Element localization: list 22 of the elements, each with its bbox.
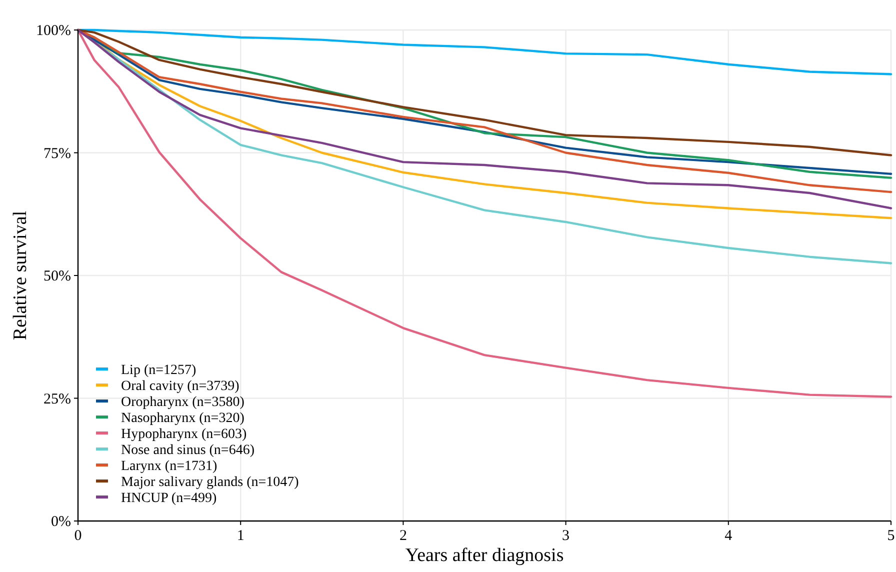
x-axis-title: Years after diagnosis [405,545,564,566]
x-tick-label: 1 [236,528,244,544]
y-tick-label: 25% [44,391,71,408]
x-tick-label: 5 [887,528,895,544]
x-tick-label: 4 [724,528,733,544]
x-tick-label: 2 [399,528,407,544]
x-tick-label: 3 [562,528,570,544]
legend-label: Oropharynx (n=3580) [121,395,245,410]
y-tick-label: 100% [36,23,71,39]
y-tick-label: 75% [44,146,71,162]
legend-label: Lip (n=1257) [121,363,196,378]
legend-label: Nasopharynx (n=320) [121,411,245,426]
y-tick-label: 50% [44,268,71,284]
y-axis-title: Relative survival [10,210,31,340]
legend-label: Hypopharynx (n=603) [121,427,248,442]
legend-label: Larynx (n=1731) [121,459,218,474]
y-tick-label: 0% [51,514,71,530]
legend-label: Nose and sinus (n=646) [121,443,255,458]
legend-label: HNCUP (n=499) [121,491,217,506]
legend-label: Major salivary glands (n=1047) [121,475,300,490]
legend-label: Oral cavity (n=3739) [121,379,240,394]
x-tick-label: 0 [74,528,82,544]
